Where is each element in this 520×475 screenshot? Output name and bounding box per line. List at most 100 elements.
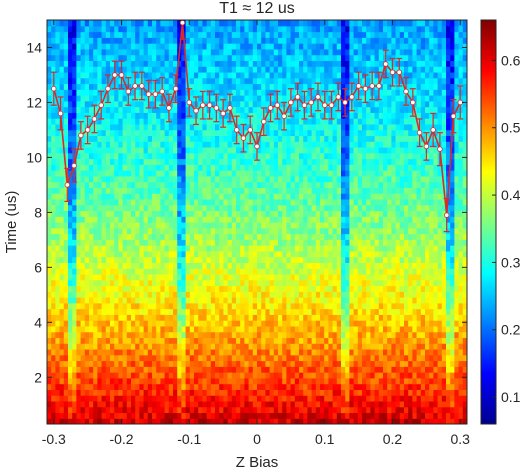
heatmap-cell [185,222,191,229]
heatmap-cell [227,325,233,333]
heatmap-cell [177,354,182,362]
heatmap-cell [248,412,254,419]
heatmap-cell [84,256,90,263]
heatmap-cell [328,302,334,310]
heatmap-cell [105,389,111,396]
heatmap-cell [231,54,237,61]
heatmap-cell [97,135,103,142]
heatmap-cell [248,256,254,263]
heatmap-cell [273,268,279,275]
heatmap-cell [328,320,334,327]
heatmap-cell [143,389,149,396]
heatmap-cell [131,239,136,246]
heatmap-cell [68,418,73,424]
heatmap-cell [219,343,224,350]
heatmap-cell [320,250,325,258]
heatmap-cell [278,227,283,235]
heatmap-cell [93,389,98,396]
heatmap-cell [189,331,195,339]
heatmap-cell [72,77,77,85]
heatmap-cell [177,158,182,165]
heatmap-cell [278,360,283,367]
heatmap-cell [181,389,187,396]
heatmap-cell [252,285,258,292]
heatmap-cell [273,279,279,287]
heatmap-cell [89,250,94,258]
heatmap-cell [294,250,300,258]
heatmap-cell [311,268,317,275]
heatmap-cell [80,354,86,362]
heatmap-cell [122,77,128,85]
heatmap-cell [80,123,86,131]
heatmap-cell [273,20,279,27]
heatmap-cell [307,418,313,424]
heatmap-cell [206,83,212,90]
heatmap-cell [336,400,342,408]
heatmap-cell [341,198,346,206]
heatmap-cell [59,372,65,379]
heatmap-cell [341,400,346,408]
heatmap-cell [47,250,52,258]
heatmap-cell [294,210,300,217]
heatmap-cell [210,383,216,390]
heatmap-cell [156,285,161,292]
heatmap-cell [286,123,292,131]
heatmap-cell [51,158,56,165]
heatmap-cell [185,268,191,275]
heatmap-cell [152,210,157,217]
heatmap-cell [252,314,258,321]
heatmap-cell [198,325,203,333]
heatmap-cell [76,297,82,304]
heatmap-cell [219,198,224,206]
heatmap-cell [47,383,52,390]
heatmap-cell [202,71,208,79]
heatmap-cell [248,210,254,217]
heatmap-cell [324,175,329,183]
heatmap-cell [185,210,191,217]
heatmap-cell [236,297,241,304]
heatmap-cell [248,406,254,414]
heatmap-cell [265,285,271,292]
heatmap-cell [282,348,287,356]
heatmap-cell [231,412,237,419]
heatmap-cell [93,146,98,154]
heatmap-cell [223,83,229,90]
heatmap-cell [273,325,279,333]
heatmap-cell [206,314,212,321]
heatmap-cell [307,95,313,102]
heatmap-cell [147,210,153,217]
heatmap-cell [269,273,275,281]
heatmap-cell [147,314,153,321]
heatmap-cell [198,83,203,90]
heatmap-cell [345,343,350,350]
heatmap-cell [244,146,250,154]
heatmap-cell [328,418,334,424]
heatmap-cell [324,60,329,67]
heatmap-cell [51,141,56,148]
heatmap-cell [84,164,90,171]
heatmap-cell [278,383,283,390]
heatmap-cell [261,256,266,263]
heatmap-cell [147,366,153,373]
heatmap-cell [257,175,262,183]
heatmap-cell [147,31,153,38]
heatmap-cell [68,193,73,200]
heatmap-cell [202,285,208,292]
heatmap-cell [97,71,103,79]
heatmap-cell [76,100,82,108]
heatmap-cell [51,291,56,298]
heatmap-cell [105,204,111,212]
heatmap-cell [156,279,161,287]
heatmap-cell [168,77,174,85]
heatmap-cell [286,343,292,350]
heatmap-cell [286,395,292,402]
heatmap-cell [231,170,237,177]
heatmap-cell [303,250,308,258]
heatmap-cell [320,245,325,252]
heatmap-cell [261,135,266,142]
heatmap-cell [332,348,338,356]
heatmap-cell [80,239,86,246]
heatmap-cell [206,273,212,281]
heatmap-cell [55,89,61,96]
heatmap-cell [324,181,329,188]
